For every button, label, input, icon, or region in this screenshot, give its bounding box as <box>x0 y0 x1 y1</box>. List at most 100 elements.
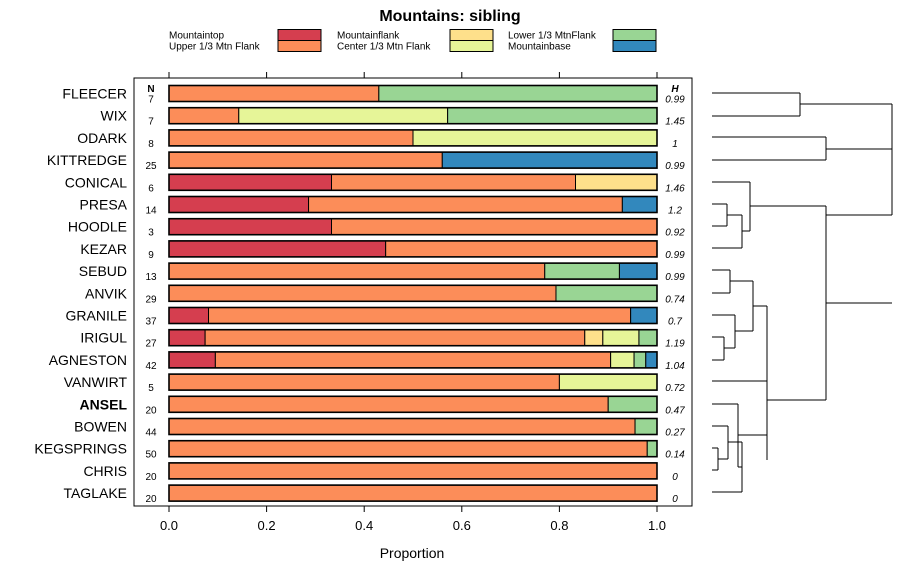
row-label: CHRIS <box>83 463 127 479</box>
row-labels: FLEECER WIX ODARK KITTREDGE CONICAL PRESA HOOD… <box>34 86 127 502</box>
bar-segment <box>544 262 620 280</box>
bar-outline <box>168 484 658 502</box>
bar-segment <box>168 173 333 191</box>
bar-outline <box>168 129 658 147</box>
n-value: 3 <box>148 228 154 239</box>
h-value: 0.27 <box>665 428 685 439</box>
n-value: 20 <box>145 494 157 505</box>
bar-outline <box>168 373 658 391</box>
x-tick-label: 1.0 <box>648 518 666 533</box>
bar-outline <box>168 351 658 369</box>
legend-label: Mountainbase <box>508 42 571 53</box>
h-value: 0.99 <box>665 250 685 261</box>
bar-outline <box>168 439 658 458</box>
n-value: 9 <box>148 250 154 261</box>
h-value: 0.74 <box>665 294 685 305</box>
n-value: 7 <box>148 117 154 128</box>
bar-segment <box>331 218 658 236</box>
n-value: 14 <box>145 206 157 217</box>
bar-segment <box>168 196 310 213</box>
chart-title: Mountains: sibling <box>379 8 520 25</box>
bar-segment <box>634 418 658 435</box>
row-label: CONICAL <box>65 174 127 190</box>
bar-segment <box>168 373 560 391</box>
bar-segment <box>575 173 658 191</box>
bar-segment <box>308 196 623 213</box>
bar-outline <box>168 84 658 103</box>
bar-segment <box>584 329 604 347</box>
bar-segment <box>168 85 380 102</box>
bar-segment <box>238 107 449 125</box>
x-axis-label: Proportion <box>380 545 445 561</box>
n-value: 27 <box>145 339 157 350</box>
bar-outline <box>168 195 658 214</box>
n-column-header: N <box>147 84 154 95</box>
bar-outline <box>168 262 658 280</box>
h-value: 1.2 <box>668 206 682 217</box>
legend-label: Center 1/3 Mtn Flank <box>337 42 431 53</box>
bar-outline <box>168 306 658 325</box>
bar-outline <box>168 284 658 303</box>
h-value: 0 <box>672 472 678 483</box>
h-labels: 0.99 1.45 1 0.99 1.46 1.2 0.92 0.99 0.99 0.74 0.7 1… <box>665 95 685 506</box>
row-label: KITTREDGE <box>47 152 127 168</box>
bar-segment <box>646 440 658 458</box>
bar-segment <box>610 351 635 369</box>
n-value: 42 <box>145 361 157 372</box>
bar-segment <box>168 440 648 458</box>
legend-label: Lower 1/3 MtnFlank <box>508 31 597 42</box>
row-label: ANSEL <box>80 396 128 412</box>
row-label: FLEECER <box>62 86 127 102</box>
h-value: 0.72 <box>665 383 685 394</box>
bar-outline <box>168 417 658 436</box>
bar-segment <box>168 329 206 347</box>
row-label: SEBUD <box>79 263 127 279</box>
bar-outline <box>168 462 658 480</box>
bar-segment <box>204 329 586 347</box>
h-value: 1.19 <box>665 339 685 350</box>
h-value: 0.47 <box>665 405 685 416</box>
h-value: 0.99 <box>665 161 685 172</box>
h-value: 0.7 <box>668 317 682 328</box>
legend-swatch <box>612 29 657 41</box>
legend-swatch <box>612 40 657 52</box>
n-value: 8 <box>148 139 154 150</box>
n-value: 29 <box>145 294 157 305</box>
bar-segment <box>168 129 414 147</box>
h-value: 0 <box>672 494 678 505</box>
h-value: 0.14 <box>665 450 685 461</box>
row-label: GRANILE <box>66 308 127 324</box>
h-value: 1.46 <box>665 183 685 194</box>
h-column-header: H <box>671 84 679 95</box>
n-value: 50 <box>145 450 157 461</box>
bar-segment <box>645 351 658 369</box>
bar-segment <box>168 395 609 413</box>
bar-segment <box>168 484 658 502</box>
bar-segment <box>168 218 333 236</box>
bar-segment <box>412 129 658 147</box>
bars <box>168 84 658 502</box>
bar-outline <box>168 395 658 414</box>
bar-segment <box>214 351 612 369</box>
bar-segment <box>385 240 658 258</box>
h-value: 0.99 <box>665 272 685 283</box>
bar-segment <box>168 284 557 302</box>
bar-outline <box>168 106 658 125</box>
x-axis: 0.0 0.2 0.4 0.6 0.8 1.0 <box>160 72 666 533</box>
n-value: 25 <box>145 161 157 172</box>
bar-outline <box>168 328 658 347</box>
h-value: 1.45 <box>665 117 685 128</box>
h-value: 1.04 <box>665 361 685 372</box>
bar-segment <box>602 329 640 347</box>
bar-segment <box>555 284 658 302</box>
n-value: 13 <box>145 272 157 283</box>
row-label: PRESA <box>80 197 128 213</box>
n-value: 7 <box>148 95 154 106</box>
x-tick-label: 0.4 <box>355 518 373 533</box>
bar-segment <box>621 196 658 213</box>
x-tick-label: 0.2 <box>258 518 276 533</box>
row-label: KEGSPRINGS <box>34 441 127 457</box>
bar-outline <box>168 151 658 169</box>
